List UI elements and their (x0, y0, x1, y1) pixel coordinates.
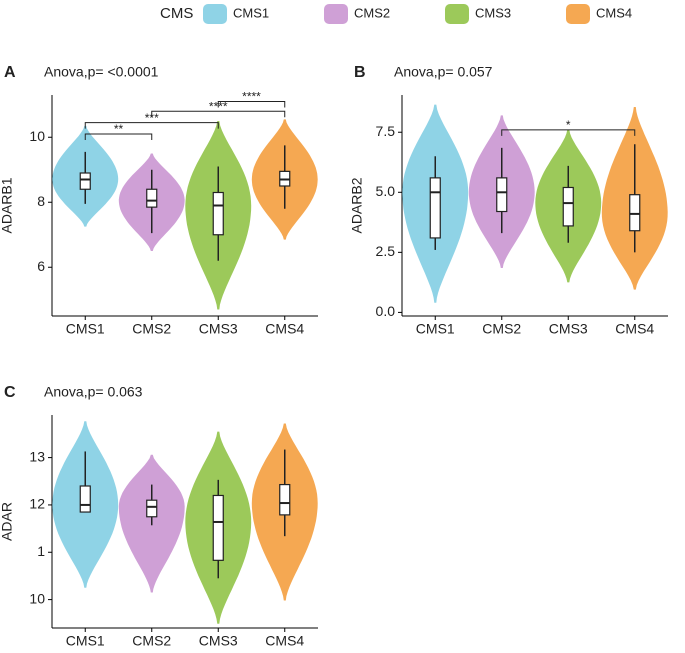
x-tick-label: CMS1 (416, 321, 455, 337)
y-tick-label: 12 (29, 496, 45, 512)
x-tick-label: CMS2 (132, 321, 171, 337)
y-tick-label: 6 (37, 258, 45, 274)
x-tick-label: CMS2 (482, 321, 521, 337)
annotation: Anova,p= <0.0001 (44, 64, 159, 80)
panel-label: C (4, 384, 16, 401)
box (146, 499, 158, 518)
x-tick-label: CMS4 (265, 633, 304, 649)
legend-title: CMS (160, 5, 193, 22)
legend-swatch (324, 4, 348, 24)
y-axis-title: ADARB1 (0, 177, 15, 233)
bracket (84, 122, 219, 129)
box (79, 485, 91, 513)
y-tick-label: 10 (29, 128, 45, 144)
panel-label: B (354, 64, 366, 81)
x-tick-label: CMS4 (265, 321, 304, 337)
y-tick-label: 1 (37, 543, 45, 559)
legend-label: CMS3 (475, 5, 511, 20)
x-tick-label: CMS3 (199, 633, 238, 649)
box (212, 191, 224, 236)
bracket (151, 110, 286, 118)
y-axis-title: ADARB2 (349, 177, 365, 233)
annotation: Anova,p= 0.057 (394, 64, 493, 80)
x-tick-label: CMS4 (615, 321, 654, 337)
x-tick-label: CMS2 (132, 633, 171, 649)
bracket-label: * (566, 118, 571, 132)
legend-swatch (445, 4, 469, 24)
box (212, 494, 224, 561)
box (629, 194, 641, 232)
bracket-label: *** (145, 111, 159, 125)
y-tick-label: 13 (29, 448, 45, 464)
box (146, 188, 158, 208)
x-tick-label: CMS1 (66, 633, 105, 649)
box (496, 177, 508, 213)
bracket (501, 129, 636, 136)
box (79, 172, 91, 190)
bracket (84, 133, 153, 140)
legend-swatch (203, 4, 227, 24)
legend-label: CMS4 (596, 5, 632, 20)
legend-swatch (566, 4, 590, 24)
box (279, 483, 291, 516)
x-tick-label: CMS1 (66, 321, 105, 337)
annotation: Anova,p= 0.063 (44, 384, 143, 400)
y-tick-label: 5.0 (376, 183, 396, 199)
x-tick-label: CMS3 (549, 321, 588, 337)
panel-label: A (4, 64, 16, 81)
legend-label: CMS1 (233, 5, 269, 20)
y-axis-title: ADAR (0, 502, 15, 541)
y-tick-label: 7.5 (376, 123, 396, 139)
legend-label: CMS2 (354, 5, 390, 20)
y-tick-label: 10 (29, 590, 45, 606)
x-tick-label: CMS3 (199, 321, 238, 337)
bracket-label: **** (242, 90, 261, 104)
box (429, 177, 441, 239)
y-tick-label: 8 (37, 193, 45, 209)
bracket (217, 101, 286, 108)
bracket-label: ** (114, 122, 124, 136)
box (562, 186, 574, 227)
y-tick-label: 0.0 (376, 303, 396, 319)
y-tick-label: 2.5 (376, 243, 396, 259)
